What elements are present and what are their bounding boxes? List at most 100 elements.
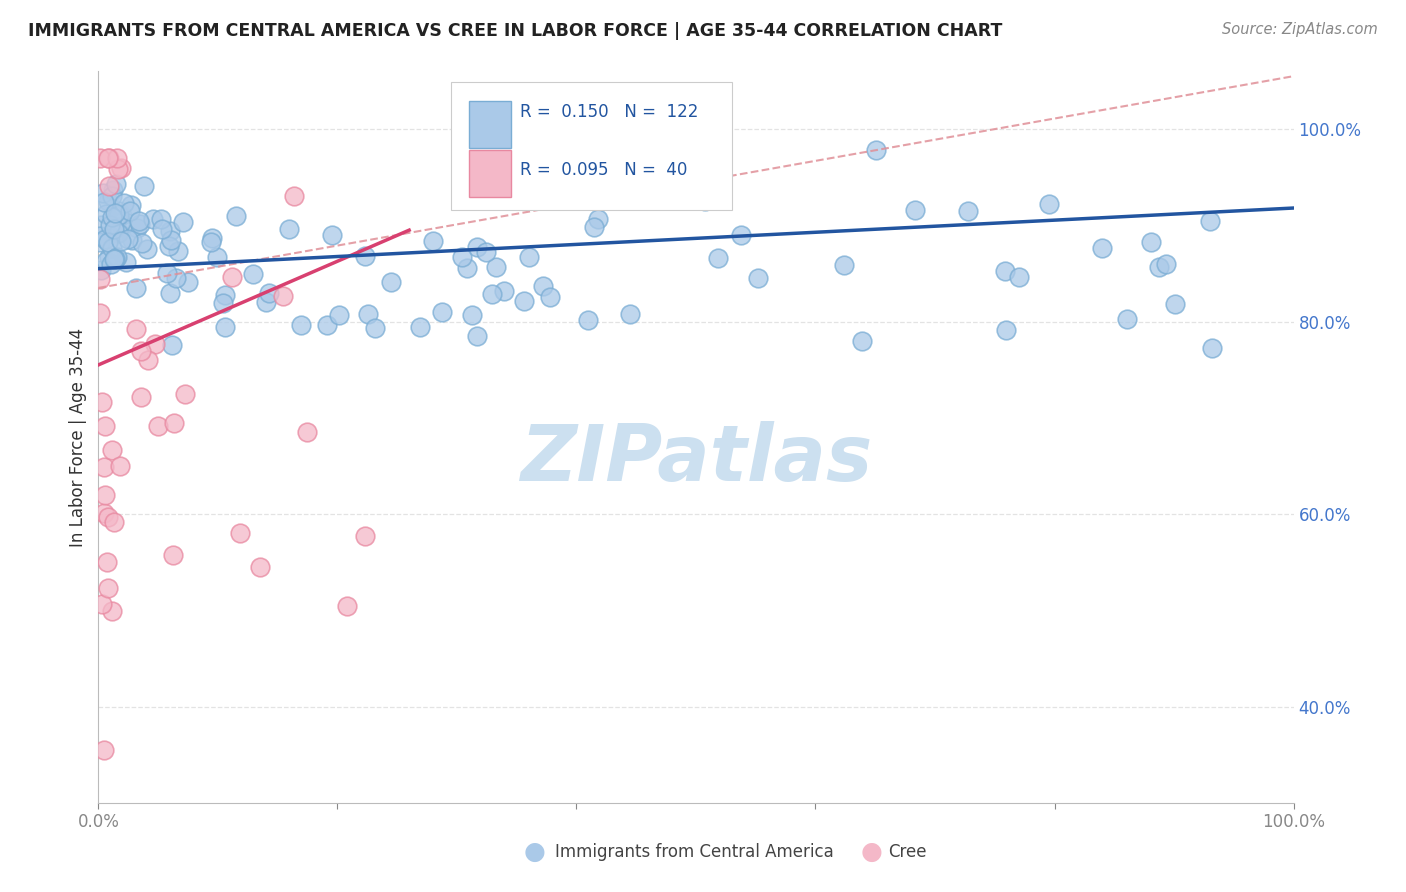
Text: ●: ●: [860, 840, 883, 863]
Point: [160, 337, 183, 351]
Point: [904, 203, 927, 218]
Point: [97, 582, 120, 596]
Point: [89, 229, 111, 244]
Point: [273, 289, 295, 303]
Point: [321, 227, 343, 242]
Text: R =  0.095   N =  40: R = 0.095 N = 40: [520, 161, 688, 179]
Point: [1008, 270, 1031, 285]
Point: [150, 211, 173, 226]
Point: [103, 221, 125, 235]
Y-axis label: In Labor Force | Age 35-44: In Labor Force | Age 35-44: [69, 327, 87, 547]
Point: [97, 151, 120, 165]
Point: [512, 293, 534, 308]
Point: [111, 208, 134, 222]
Point: [93, 195, 115, 210]
Point: [129, 343, 152, 358]
Point: [128, 217, 150, 231]
Point: [214, 288, 236, 302]
Point: [357, 307, 380, 321]
Point: [409, 319, 432, 334]
Point: [451, 250, 474, 264]
Point: [101, 603, 124, 617]
Bar: [470, 150, 510, 197]
Text: Source: ZipAtlas.com: Source: ZipAtlas.com: [1222, 22, 1378, 37]
Point: [994, 323, 1017, 337]
Point: [538, 290, 561, 304]
Point: [143, 336, 166, 351]
Point: [159, 224, 181, 238]
Point: [128, 214, 150, 228]
Point: [225, 209, 247, 223]
Point: [422, 234, 444, 248]
Point: [129, 390, 152, 404]
Point: [97, 510, 120, 524]
Point: [851, 334, 873, 349]
Point: [136, 242, 159, 256]
Point: [174, 386, 197, 401]
Point: [120, 204, 142, 219]
Point: [105, 177, 128, 191]
Point: [110, 219, 132, 234]
Point: [1038, 197, 1060, 211]
Point: [517, 250, 540, 264]
Point: [105, 251, 128, 265]
Point: [283, 189, 305, 203]
Point: [229, 525, 252, 540]
Text: IMMIGRANTS FROM CENTRAL AMERICA VS CREE IN LABOR FORCE | AGE 35-44 CORRELATION C: IMMIGRANTS FROM CENTRAL AMERICA VS CREE …: [28, 22, 1002, 40]
Point: [456, 260, 478, 275]
Point: [96, 207, 118, 221]
Point: [492, 284, 515, 298]
Point: [430, 305, 453, 319]
Point: [212, 295, 235, 310]
Point: [693, 194, 716, 208]
Point: [481, 286, 503, 301]
Point: [465, 329, 488, 343]
Point: [214, 319, 236, 334]
Point: [136, 353, 159, 368]
Point: [159, 285, 181, 300]
Point: [576, 313, 599, 327]
Point: [465, 240, 488, 254]
Point: [91, 186, 114, 201]
Point: [101, 188, 124, 202]
Point: [586, 211, 609, 226]
Point: [730, 227, 752, 242]
Point: [89, 306, 111, 320]
Point: [107, 226, 129, 240]
Point: [101, 183, 124, 197]
Point: [956, 204, 979, 219]
Point: [104, 252, 127, 266]
Point: [328, 308, 350, 322]
Bar: [470, 101, 510, 148]
Point: [706, 251, 728, 265]
Point: [157, 239, 180, 253]
Point: [142, 212, 165, 227]
Point: [277, 221, 299, 235]
Point: [1091, 240, 1114, 254]
Point: [254, 294, 277, 309]
Point: [1201, 341, 1223, 355]
Point: [506, 189, 529, 203]
Point: [160, 233, 183, 247]
Point: [93, 743, 115, 757]
Point: [89, 151, 111, 165]
Point: [103, 515, 125, 529]
Point: [97, 194, 120, 208]
Point: [380, 275, 402, 289]
Point: [125, 322, 148, 336]
Point: [94, 232, 117, 246]
Point: [148, 419, 170, 434]
Point: [94, 487, 117, 501]
Point: [200, 235, 222, 249]
Point: [249, 560, 271, 574]
Point: [98, 219, 121, 233]
Point: [201, 231, 224, 245]
Text: Immigrants from Central America: Immigrants from Central America: [555, 843, 834, 861]
Point: [336, 599, 359, 613]
Point: [1115, 311, 1137, 326]
Text: ZIPatlas: ZIPatlas: [520, 421, 872, 497]
Text: R =  0.150   N =  122: R = 0.150 N = 122: [520, 103, 699, 120]
Point: [117, 231, 139, 245]
Point: [865, 143, 887, 157]
Point: [91, 597, 114, 611]
